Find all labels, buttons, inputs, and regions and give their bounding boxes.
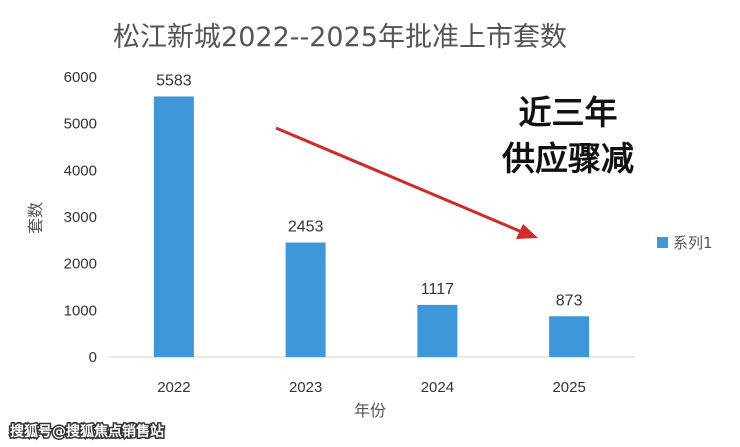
data-labels: 5583 2453 1117 873 [156,72,582,309]
y-tick-label: 5000 [64,116,97,133]
x-tick-label: 2023 [289,379,322,396]
arrow-head [516,224,538,239]
watermark: 搜狐号@搜狐焦点销售站 [10,423,164,440]
legend-label: 系列1 [673,234,713,252]
annotation-line-2: 供应骤减 [502,139,634,178]
data-label: 5583 [156,72,192,89]
legend: 系列1 [657,234,713,252]
data-label: 873 [556,292,583,309]
y-axis-ticks: 0 1000 2000 3000 4000 5000 6000 [64,69,97,366]
y-tick-label: 1000 [64,302,97,319]
bars [153,96,590,358]
y-tick-label: 4000 [64,162,97,179]
x-axis-ticks: 2022 2023 2024 2025 [157,379,586,396]
bar [285,242,326,357]
arrow-line [275,126,523,234]
annotation: 近三年 供应骤减 [275,90,637,239]
bar [417,304,458,357]
bar [549,316,590,357]
x-tick-label: 2024 [421,379,454,396]
y-tick-label: 6000 [64,69,97,86]
y-tick-label: 0 [89,349,97,366]
annotation-line-1: 近三年 [519,93,618,132]
x-tick-label: 2025 [552,379,585,396]
y-tick-label: 2000 [64,256,97,273]
x-tick-label: 2022 [157,379,190,396]
chart-title: 松江新城2022--2025年批准上市套数 [113,22,567,53]
bar [153,96,194,358]
data-label: 1117 [421,281,454,298]
legend-swatch [657,237,668,248]
x-axis-label: 年份 [354,401,386,420]
y-tick-label: 3000 [64,209,97,226]
data-label: 2453 [288,219,324,236]
y-axis-label: 套数 [26,202,45,234]
